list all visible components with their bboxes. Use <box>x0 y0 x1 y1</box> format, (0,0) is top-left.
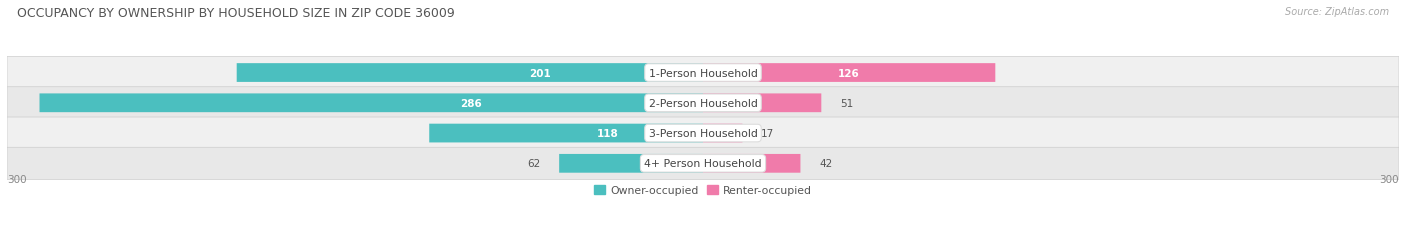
FancyBboxPatch shape <box>7 148 1399 179</box>
Text: 62: 62 <box>527 159 540 169</box>
FancyBboxPatch shape <box>703 64 995 82</box>
FancyBboxPatch shape <box>429 124 703 143</box>
FancyBboxPatch shape <box>7 118 1399 149</box>
FancyBboxPatch shape <box>703 154 800 173</box>
Text: 51: 51 <box>839 98 853 108</box>
Text: 118: 118 <box>596 128 619 138</box>
Text: 201: 201 <box>529 68 551 78</box>
FancyBboxPatch shape <box>236 64 703 82</box>
Text: Source: ZipAtlas.com: Source: ZipAtlas.com <box>1285 7 1389 17</box>
FancyBboxPatch shape <box>7 87 1399 119</box>
FancyBboxPatch shape <box>560 154 703 173</box>
Text: 17: 17 <box>761 128 775 138</box>
Text: 126: 126 <box>838 68 860 78</box>
FancyBboxPatch shape <box>7 57 1399 89</box>
Text: 42: 42 <box>818 159 832 169</box>
FancyBboxPatch shape <box>39 94 703 113</box>
Text: 2-Person Household: 2-Person Household <box>648 98 758 108</box>
Text: 300: 300 <box>1379 174 1399 184</box>
FancyBboxPatch shape <box>703 94 821 113</box>
FancyBboxPatch shape <box>703 124 742 143</box>
Legend: Owner-occupied, Renter-occupied: Owner-occupied, Renter-occupied <box>589 181 817 200</box>
Text: OCCUPANCY BY OWNERSHIP BY HOUSEHOLD SIZE IN ZIP CODE 36009: OCCUPANCY BY OWNERSHIP BY HOUSEHOLD SIZE… <box>17 7 454 20</box>
Text: 300: 300 <box>7 174 27 184</box>
Text: 286: 286 <box>460 98 482 108</box>
Text: 3-Person Household: 3-Person Household <box>648 128 758 138</box>
Text: 4+ Person Household: 4+ Person Household <box>644 159 762 169</box>
Text: 1-Person Household: 1-Person Household <box>648 68 758 78</box>
